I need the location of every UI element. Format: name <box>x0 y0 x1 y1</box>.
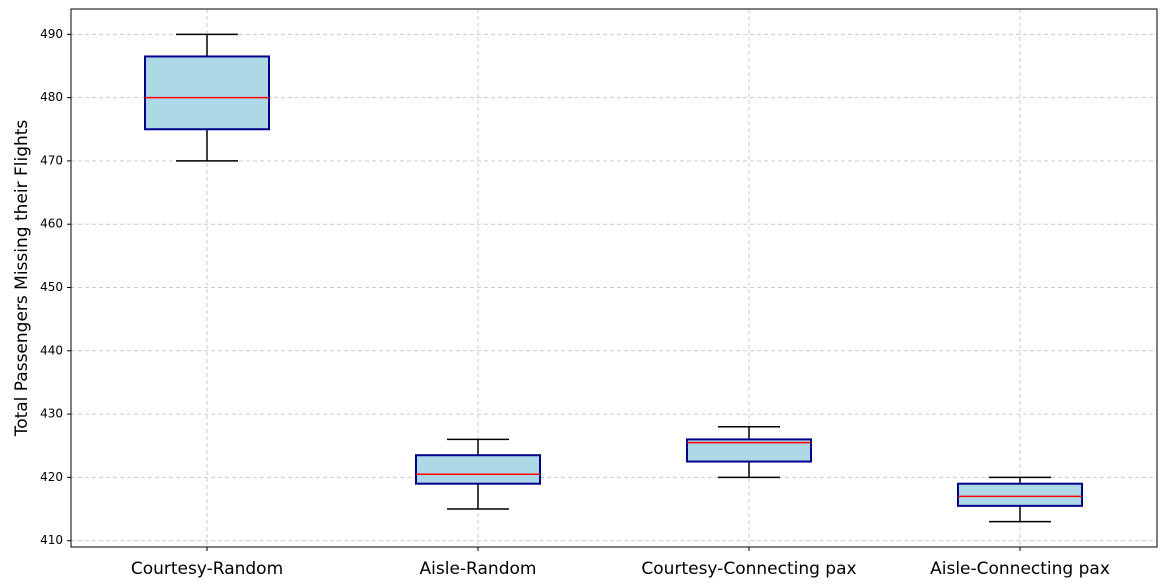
y-axis: 410 420 430 440 450 460 470 480 490 <box>40 27 71 547</box>
grid-lines <box>71 9 1157 547</box>
y-tick-label: 410 <box>40 533 63 547</box>
box-4 <box>957 476 1083 523</box>
box-iqr <box>415 454 541 485</box>
box-series <box>144 33 1083 523</box>
plot-frame <box>70 8 1158 548</box>
x-tick-label: Courtesy-Random <box>131 559 283 579</box>
x-tick-label: Aisle-Random <box>420 559 537 579</box>
box-2 <box>415 438 541 510</box>
box-1 <box>144 33 270 162</box>
y-tick-label: 420 <box>40 470 63 484</box>
y-tick-label: 440 <box>40 343 63 357</box>
box-iqr <box>144 55 270 131</box>
x-tick-label: Courtesy-Connecting pax <box>641 559 856 579</box>
y-axis-title: Total Passengers Missing their Flights <box>12 120 32 438</box>
y-tick-label: 430 <box>40 407 63 421</box>
box-iqr <box>686 438 812 463</box>
box-3 <box>686 425 812 479</box>
y-tick-label: 460 <box>40 217 63 231</box>
y-tick-label: 470 <box>40 153 63 167</box>
y-tick-label: 480 <box>40 90 63 104</box>
box-iqr <box>957 482 1083 507</box>
y-tick-label: 490 <box>40 27 63 41</box>
y-tick-label: 450 <box>40 280 63 294</box>
x-axis: Courtesy-Random Aisle-Random Courtesy-Conn… <box>131 547 1110 579</box>
x-tick-label: Aisle-Connecting pax <box>930 559 1110 579</box>
